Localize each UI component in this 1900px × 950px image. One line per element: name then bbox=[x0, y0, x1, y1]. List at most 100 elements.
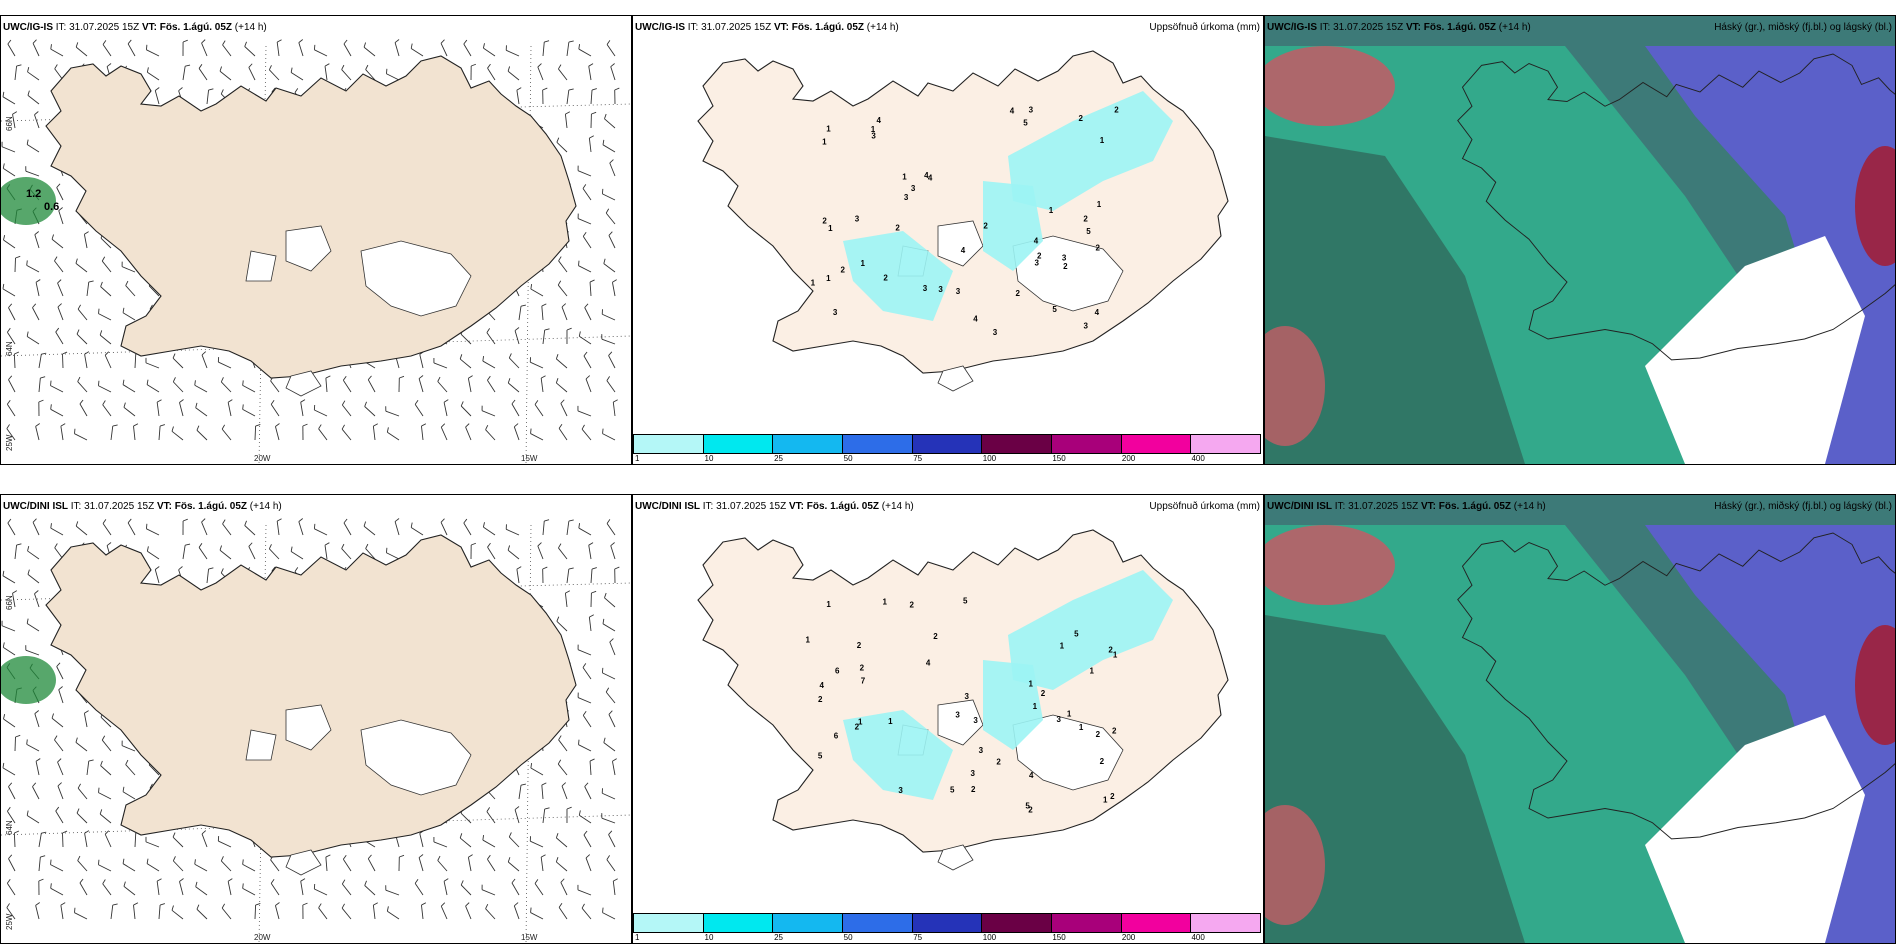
precip-area bbox=[1008, 91, 1173, 211]
colorbar-tick-label: 400 bbox=[1191, 933, 1205, 942]
colorbar-segment bbox=[1191, 435, 1261, 453]
precip-value: 1 bbox=[826, 600, 831, 609]
colorbar-tick-label: 400 bbox=[1191, 454, 1205, 463]
precip-value: 2 bbox=[1028, 806, 1033, 815]
precip-value: 2 bbox=[1096, 243, 1101, 252]
colorbar-tick-label: 1 bbox=[635, 933, 640, 942]
precip-value: 1 bbox=[1100, 136, 1105, 145]
precip-value: 2 bbox=[1108, 646, 1113, 655]
colorbar-tick-label: 10 bbox=[704, 933, 714, 942]
precip-value: 3 bbox=[904, 193, 909, 202]
precip-value: 2 bbox=[983, 221, 988, 230]
precip-value: 1 bbox=[858, 718, 863, 727]
colorbar-segment bbox=[1121, 914, 1192, 932]
cloud-title: Háský (gr.), miðský (fj.bl.) og lágský (… bbox=[1714, 22, 1892, 33]
precip-value: 3 bbox=[979, 746, 984, 755]
precip-value: 3 bbox=[973, 716, 978, 725]
precip-value: 2 bbox=[841, 265, 846, 274]
precip-value: 3 bbox=[965, 692, 970, 701]
precip-value: 1 bbox=[882, 597, 887, 606]
clear-area bbox=[1645, 715, 1865, 943]
high-cloud-area bbox=[1265, 525, 1395, 605]
high-cloud-area bbox=[1265, 46, 1395, 126]
precip-value: 2 bbox=[1112, 726, 1117, 735]
colorbar-tick-label: 100 bbox=[982, 933, 997, 942]
lat-label-64n: 64N bbox=[5, 341, 14, 356]
high-cloud-area bbox=[1855, 625, 1895, 745]
cloud-title: Háský (gr.), miðský (fj.bl.) og lágský (… bbox=[1714, 501, 1892, 512]
precip-value: 3 bbox=[1029, 105, 1034, 114]
precip-value: 1 bbox=[1089, 666, 1094, 675]
precip-value: 6 bbox=[835, 667, 840, 676]
lon-label-20w: 20W bbox=[254, 933, 271, 942]
wind-value-label: 1.2 bbox=[26, 188, 42, 200]
precip-value: 1 bbox=[1028, 680, 1033, 689]
colorbar-segment bbox=[773, 914, 844, 932]
precip-value: 3 bbox=[1034, 258, 1039, 267]
precip-map-panel-row1: UWC/IG-IS IT: 31.07.2025 15Z VT: Fös. 1.… bbox=[632, 15, 1264, 465]
colorbar-tick-label: 150 bbox=[1052, 454, 1066, 463]
precip-value: 3 bbox=[1057, 715, 1062, 724]
wind-map-panel-row1: UWC/IG-IS IT: 31.07.2025 15Z VT: Fös. 1.… bbox=[0, 15, 632, 465]
iceland-land bbox=[45, 55, 577, 397]
precip-value: 1 bbox=[826, 125, 831, 134]
iceland-outline bbox=[1457, 532, 1895, 840]
graticule bbox=[1, 45, 631, 464]
panel-header: UWC/DINI ISL IT: 31.07.2025 15Z VT: Fös.… bbox=[3, 501, 282, 512]
glacier bbox=[937, 365, 974, 392]
lat-label-66n: 66N bbox=[5, 595, 14, 610]
glacier bbox=[1012, 714, 1124, 791]
precip-value: 3 bbox=[911, 184, 916, 193]
precip-value: 1 bbox=[822, 138, 827, 147]
precip-value: 5 bbox=[1023, 118, 1028, 127]
glacier bbox=[937, 699, 984, 746]
precip-value: 2 bbox=[1063, 262, 1068, 271]
precip-value: 1 bbox=[888, 717, 893, 726]
iceland-land bbox=[697, 529, 1229, 871]
glacier bbox=[285, 370, 322, 397]
colorbar-segment bbox=[843, 435, 913, 453]
precip-area bbox=[983, 660, 1043, 750]
glacier bbox=[360, 719, 472, 796]
precip-value: 4 bbox=[926, 658, 931, 667]
precip-value: 2 bbox=[933, 632, 938, 641]
lat-label-66n: 66N bbox=[5, 116, 14, 131]
lon-label-20w: 20W bbox=[254, 454, 271, 463]
colorbar-tick-label: 25 bbox=[774, 454, 784, 463]
precip-value: 3 bbox=[898, 786, 903, 795]
precip-value: 2 bbox=[895, 224, 900, 233]
clear-area bbox=[1645, 236, 1865, 464]
precip-map-panel-row2: UWC/DINI ISL IT: 31.07.2025 15Z VT: Fös.… bbox=[632, 494, 1264, 944]
precip-value: 2 bbox=[1110, 792, 1115, 801]
precip-value: 4 bbox=[1029, 771, 1034, 780]
precip-value: 1 bbox=[1097, 200, 1102, 209]
precip-value: 1 bbox=[811, 279, 816, 288]
colorbar-tick-label: 1 bbox=[635, 454, 640, 463]
colorbar-segment bbox=[912, 435, 983, 453]
precip-value: 2 bbox=[860, 663, 865, 672]
precip-value: 3 bbox=[1062, 254, 1067, 263]
colorbar-tick-label: 50 bbox=[843, 933, 853, 942]
glacier bbox=[285, 225, 332, 272]
precip-value: 4 bbox=[820, 681, 825, 690]
precip-area bbox=[843, 231, 953, 321]
precip-title: Uppsöfnuð úrkoma (mm) bbox=[1149, 501, 1260, 512]
colorbar-segment bbox=[703, 435, 774, 453]
panel-header: UWC/DINI ISL IT: 31.07.2025 15Z VT: Fös.… bbox=[635, 501, 914, 512]
precip-value: 1 bbox=[826, 274, 831, 283]
glacier bbox=[245, 729, 277, 761]
precip-value: 2 bbox=[971, 785, 976, 794]
precip-value: 2 bbox=[1096, 730, 1101, 739]
precip-area bbox=[983, 181, 1043, 271]
colorbar-tick-label: 100 bbox=[982, 454, 997, 463]
colorbar-tick-label: 50 bbox=[843, 454, 853, 463]
precip-value: 3 bbox=[956, 287, 961, 296]
colorbar-segment bbox=[634, 435, 704, 453]
precip-area bbox=[1008, 570, 1173, 690]
precip-value: 3 bbox=[938, 285, 943, 294]
precip-value: 2 bbox=[1083, 215, 1088, 224]
lon-label-15w: 15W bbox=[521, 933, 538, 942]
precip-value: 5 bbox=[1086, 227, 1091, 236]
precip-value: 5 bbox=[1074, 630, 1079, 639]
lat-label-25w: 25W bbox=[5, 913, 14, 930]
